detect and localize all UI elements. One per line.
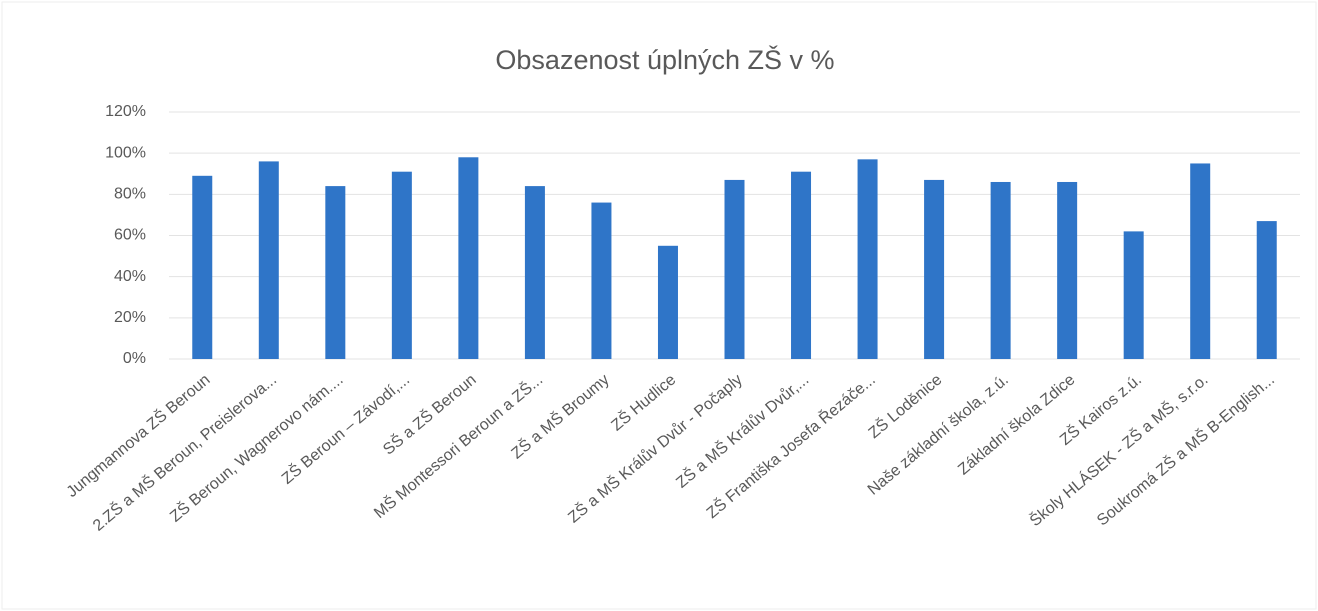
y-tick-label: 40% xyxy=(114,268,146,285)
bar xyxy=(391,171,412,359)
bar xyxy=(325,186,346,359)
y-tick-label: 100% xyxy=(105,144,146,161)
bar xyxy=(258,161,279,359)
y-tick-label: 60% xyxy=(114,227,146,244)
y-tick-label: 120% xyxy=(105,103,146,120)
bar xyxy=(192,175,213,359)
y-tick-label: 80% xyxy=(114,186,146,203)
y-tick-label: 0% xyxy=(123,350,146,367)
bar xyxy=(857,159,878,359)
bar xyxy=(1123,231,1144,359)
y-tick-label: 20% xyxy=(114,309,146,326)
bar xyxy=(1190,163,1211,359)
bar xyxy=(724,179,745,359)
chart-title: Obsazenost úplných ZŠ v % xyxy=(495,44,834,75)
bar xyxy=(791,171,812,359)
bar xyxy=(1057,181,1078,359)
bar xyxy=(458,157,479,359)
bar xyxy=(657,245,678,359)
bar xyxy=(591,202,612,359)
bar xyxy=(1256,221,1277,359)
bar xyxy=(524,186,545,359)
bar xyxy=(990,181,1011,359)
bar xyxy=(924,179,945,359)
